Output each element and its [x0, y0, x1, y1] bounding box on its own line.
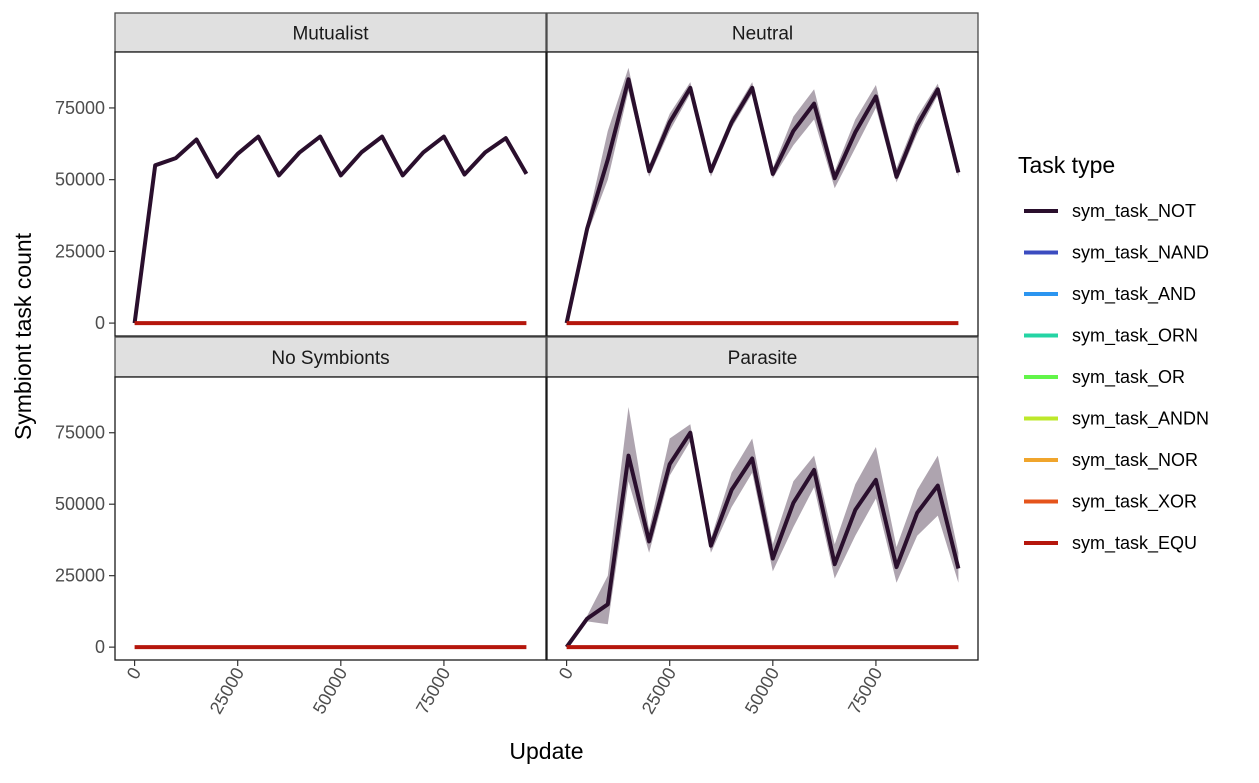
- panel-data: [564, 407, 961, 650]
- strip-background: [546, 12, 979, 53]
- legend-title: Task type: [1018, 152, 1115, 178]
- series-line-sym-task-not: [564, 77, 961, 324]
- legend-label: sym_task_ORN: [1072, 326, 1198, 347]
- legend-item: sym_task_XOR: [1024, 492, 1197, 513]
- panel-mutualist: Mutualist: [114, 12, 547, 337]
- plot-background: [547, 52, 978, 336]
- legend-item: sym_task_NOT: [1024, 201, 1196, 222]
- x-tick-label: 0: [555, 664, 577, 683]
- strip-label: No Symbionts: [271, 348, 389, 369]
- y-tick-label: 50000: [55, 170, 105, 190]
- legend-item: sym_task_ORN: [1024, 326, 1198, 347]
- legend-item: sym_task_AND: [1024, 284, 1196, 305]
- legend-label: sym_task_ANDN: [1072, 409, 1209, 430]
- legend-label: sym_task_AND: [1072, 284, 1196, 305]
- panels: Mutualist Neutral No Symbionts Parasite: [114, 12, 979, 661]
- panel-border: [546, 51, 979, 337]
- panel-no-symbionts: No Symbionts: [114, 336, 547, 661]
- strip-label: Parasite: [728, 348, 798, 369]
- strip-label: Neutral: [732, 24, 793, 45]
- panel-neutral: Neutral: [546, 12, 979, 337]
- panel-border: [114, 376, 547, 661]
- legend-item: sym_task_NOR: [1024, 450, 1198, 471]
- x-tick-label: 50000: [741, 664, 783, 717]
- plot-background: [115, 377, 546, 660]
- x-axis-title: Update: [509, 738, 583, 764]
- panel-border: [114, 51, 547, 337]
- panel-data: [132, 134, 529, 326]
- x-tick-label: 0: [123, 664, 145, 683]
- y-tick-label: 50000: [55, 494, 105, 514]
- series-line-sym-task-not: [132, 134, 529, 324]
- panel-border: [546, 376, 979, 661]
- y-tick-label: 75000: [55, 98, 105, 118]
- strip-background: [114, 12, 547, 53]
- x-tick-label: 25000: [638, 664, 680, 717]
- x-tick-label: 75000: [412, 664, 454, 717]
- legend: Task type sym_task_NOT sym_task_NAND sym_t…: [1018, 152, 1209, 554]
- x-tick-label: 50000: [309, 664, 351, 717]
- legend-label: sym_task_EQU: [1072, 533, 1197, 554]
- y-tick-label: 0: [95, 637, 105, 657]
- y-tick-label: 25000: [55, 241, 105, 261]
- x-tick-label: 25000: [206, 664, 248, 717]
- series-line-sym-task-not: [564, 430, 961, 649]
- legend-item: sym_task_EQU: [1024, 533, 1197, 554]
- panel-parasite: Parasite: [546, 336, 979, 661]
- strip-label: Mutualist: [292, 24, 369, 45]
- legend-label: sym_task_NAND: [1072, 243, 1209, 264]
- legend-label: sym_task_NOT: [1072, 201, 1196, 222]
- y-axis-title: Symbiont task count: [10, 232, 36, 440]
- y-tick-label: 75000: [55, 423, 105, 443]
- y-tick-label: 0: [95, 313, 105, 333]
- y-tick-label: 25000: [55, 566, 105, 586]
- panel-data: [564, 67, 961, 326]
- plot-background: [115, 52, 546, 336]
- legend-label: sym_task_OR: [1072, 367, 1185, 388]
- strip-background: [546, 336, 979, 378]
- legend-item: sym_task_NAND: [1024, 243, 1209, 264]
- legend-item: sym_task_ANDN: [1024, 409, 1209, 430]
- ribbon-sym-task-not: [566, 407, 959, 648]
- x-tick-label: 75000: [844, 664, 886, 717]
- legend-label: sym_task_XOR: [1072, 492, 1197, 513]
- legend-label: sym_task_NOR: [1072, 450, 1198, 471]
- legend-item: sym_task_OR: [1024, 367, 1185, 388]
